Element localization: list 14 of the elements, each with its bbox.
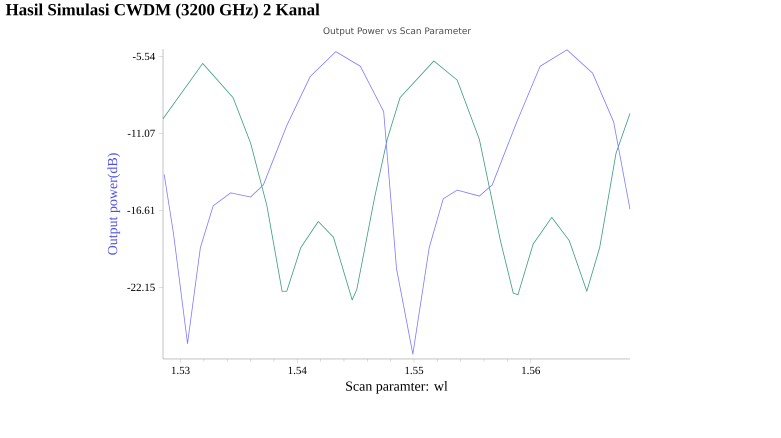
line-series <box>162 60 630 300</box>
line-series <box>164 49 630 355</box>
y-tick-label: -5.54 <box>132 52 156 60</box>
y-tick-label: -16.61 <box>127 206 155 214</box>
x-tick-label: 1.56 <box>522 366 540 374</box>
y-tick-label: -22.15 <box>127 284 155 292</box>
chart-title: Hasil Simulasi CWDM (3200 GHz) 2 Kanal <box>6 4 320 19</box>
x-tick-label: 1.55 <box>405 366 424 374</box>
x-axis-title: Scan paramter: wl <box>346 381 448 394</box>
x-tick-label: 1.54 <box>288 366 307 374</box>
y-tick-label: -11.07 <box>128 130 155 138</box>
chart-subtitle: Output Power vs Scan Parameter <box>323 27 472 36</box>
y-axis-title: Output power(dB) <box>107 153 120 255</box>
x-tick-label: 1.53 <box>172 366 190 374</box>
